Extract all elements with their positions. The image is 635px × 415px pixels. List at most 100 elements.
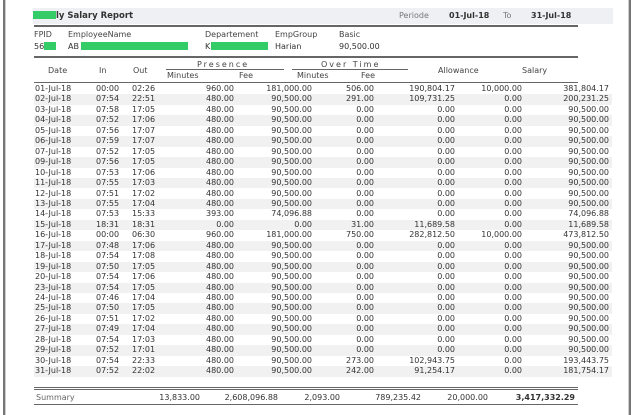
- cell-date: 19-Jul-18: [35, 261, 72, 271]
- cell-in: 07:53: [96, 209, 120, 219]
- table-row: 07-Jul-18 07:52 17:05 480.00 90,500.00 0.00 0.…: [34, 147, 612, 157]
- cell-ot-minutes: 273.00: [346, 355, 374, 365]
- cell-out: 17:01: [132, 345, 156, 355]
- cell-in: 07:56: [96, 157, 120, 167]
- cell-ot-minutes: 242.00: [346, 366, 374, 376]
- cell-salary: 90,500.00: [568, 345, 609, 355]
- table-row: 27-Jul-18 07:49 17:04 480.00 90,500.00 0.00 0.…: [34, 324, 612, 335]
- summary-minutes: 13,833.00: [159, 393, 200, 402]
- cell-minutes: 480.00: [206, 104, 234, 114]
- cell-ot-fee: 0.00: [437, 345, 455, 355]
- cell-ot-fee: 0.00: [437, 282, 455, 292]
- table-row: 02-Jul-18 07:54 22:51 480.00 90,500.00 291.00…: [34, 94, 612, 105]
- cell-allowance: 0.00: [504, 219, 522, 229]
- cell-out: 22:51: [132, 94, 156, 104]
- cell-minutes: 480.00: [206, 324, 234, 334]
- cell-minutes: 480.00: [206, 157, 234, 167]
- cell-date: 13-Jul-18: [35, 198, 72, 208]
- cell-fee: 90,500.00: [271, 313, 312, 323]
- cell-ot-minutes: 0.00: [356, 251, 374, 261]
- table-row: 30-Jul-18 07:54 22:33 480.00 90,500.00 273.00…: [34, 356, 612, 366]
- basic-value: 90,500.00: [339, 42, 380, 51]
- cell-allowance: 0.00: [504, 178, 522, 188]
- cell-minutes: 480.00: [206, 251, 234, 261]
- summary-label: Summary: [36, 393, 75, 402]
- cell-in: 07:51: [96, 313, 120, 323]
- window-frame: [3, 0, 631, 415]
- cell-ot-minutes: 291.00: [346, 94, 374, 104]
- cell-ot-minutes: 0.00: [356, 209, 374, 219]
- dept-text: K: [205, 42, 211, 51]
- cell-ot-minutes: 0.00: [356, 146, 374, 156]
- cell-fee: 90,500.00: [271, 104, 312, 114]
- table-row: 26-Jul-18 07:51 17:02 480.00 90,500.00 0.00 0.…: [34, 314, 612, 324]
- cell-date: 02-Jul-18: [35, 94, 72, 104]
- cell-out: 17:05: [132, 261, 156, 271]
- cell-allowance: 0.00: [504, 157, 522, 167]
- cell-date: 06-Jul-18: [35, 136, 72, 146]
- cell-fee: 90,500.00: [271, 146, 312, 156]
- cell-minutes: 480.00: [206, 272, 234, 282]
- cell-ot-fee: 190,804.17: [409, 84, 455, 93]
- cell-allowance: 0.00: [504, 293, 522, 302]
- cell-salary: 90,500.00: [568, 303, 609, 313]
- cell-ot-minutes: 0.00: [356, 198, 374, 208]
- cell-out: 02:26: [132, 84, 156, 93]
- cell-salary: 90,500.00: [568, 157, 609, 167]
- cell-minutes: 480.00: [206, 261, 234, 271]
- cell-out: 17:04: [132, 293, 156, 302]
- cell-ot-fee: 0.00: [437, 303, 455, 313]
- cell-minutes: 480.00: [206, 146, 234, 156]
- cell-out: 17:07: [132, 125, 156, 135]
- cell-out: 17:06: [132, 115, 156, 125]
- cell-salary: 90,500.00: [568, 104, 609, 114]
- cell-allowance: 0.00: [504, 366, 522, 376]
- cell-in: 18:31: [96, 219, 120, 229]
- department-value: K: [205, 42, 269, 51]
- redaction: [33, 11, 56, 19]
- cell-in: 07:54: [96, 334, 120, 344]
- fpid-text: 56: [34, 42, 45, 51]
- cell-allowance: 0.00: [504, 334, 522, 344]
- cell-fee: 90,500.00: [271, 355, 312, 365]
- to-label: To: [503, 11, 512, 20]
- table-row: 20-Jul-18 07:54 17:06 480.00 90,500.00 0.00 0.…: [34, 272, 612, 282]
- cell-fee: 90,500.00: [271, 334, 312, 344]
- summary-fee: 2,608,096.88: [224, 393, 278, 402]
- cell-date: 04-Jul-18: [35, 115, 72, 125]
- cell-allowance: 0.00: [504, 313, 522, 323]
- cell-out: 17:05: [132, 157, 156, 167]
- cell-allowance: 0.00: [504, 251, 522, 261]
- cell-fee: 181,000.00: [266, 230, 312, 240]
- cell-minutes: 480.00: [206, 303, 234, 313]
- cell-salary: 74,096.88: [568, 209, 609, 219]
- cell-fee: 90,500.00: [271, 136, 312, 146]
- cell-in: 07:50: [96, 261, 120, 271]
- summary-ot-fee: 789,235.42: [375, 393, 421, 402]
- cell-ot-minutes: 0.00: [356, 334, 374, 344]
- cell-out: 17:02: [132, 313, 156, 323]
- cell-in: 07:58: [96, 104, 120, 114]
- title-text: ly Salary Report: [56, 11, 134, 21]
- cell-ot-fee: 0.00: [437, 324, 455, 334]
- cell-date: 11-Jul-18: [35, 178, 72, 188]
- table-row: 06-Jul-18 07:59 17:07 480.00 90,500.00 0.00 0.…: [34, 136, 612, 147]
- cell-fee: 90,500.00: [271, 178, 312, 188]
- cell-date: 09-Jul-18: [35, 157, 72, 167]
- cell-ot-minutes: 0.00: [356, 282, 374, 292]
- cell-out: 17:06: [132, 167, 156, 177]
- cell-ot-minutes: 31.00: [351, 219, 374, 229]
- cell-in: 00:00: [96, 84, 120, 93]
- col-allowance: Allowance: [438, 66, 479, 75]
- cell-salary: 90,500.00: [568, 115, 609, 125]
- cell-minutes: 480.00: [206, 293, 234, 302]
- cell-in: 07:52: [96, 345, 120, 355]
- table-row: 04-Jul-18 07:52 17:06 480.00 90,500.00 0.00 0.…: [34, 115, 612, 126]
- cell-out: 06:30: [132, 230, 156, 240]
- table-row: 13-Jul-18 07:55 17:04 480.00 90,500.00 0.00 0.…: [34, 198, 612, 210]
- cell-in: 07:54: [96, 355, 120, 365]
- cell-date: 25-Jul-18: [35, 303, 72, 313]
- cell-ot-minutes: 0.00: [356, 167, 374, 177]
- cell-in: 07:50: [96, 303, 120, 313]
- cell-ot-fee: 0.00: [437, 198, 455, 208]
